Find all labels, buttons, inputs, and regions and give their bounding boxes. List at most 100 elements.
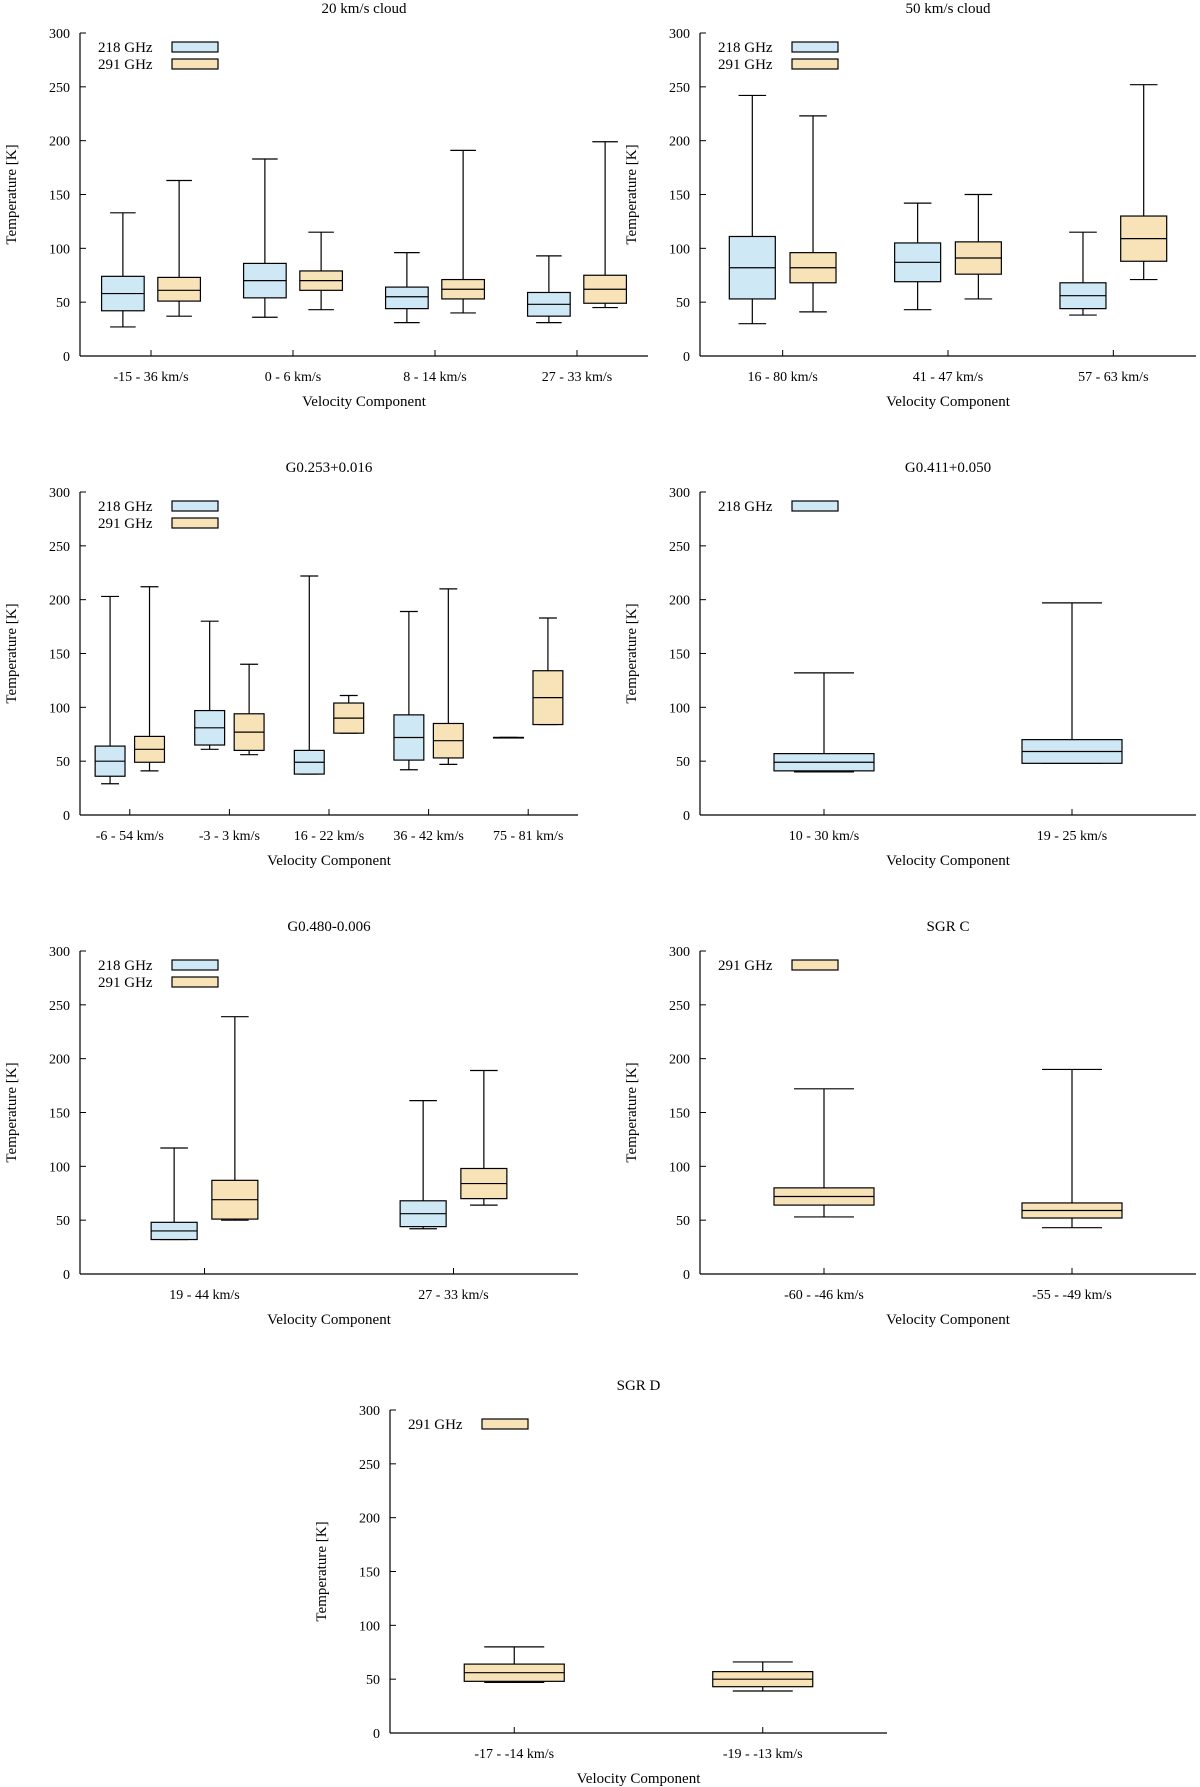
category-label: -6 - 54 km/s (96, 829, 164, 844)
box-218ghz (94, 595, 126, 785)
legend-label: 291 GHz (718, 57, 773, 73)
box-218ghz (194, 620, 226, 750)
y-tick-label: 0 (63, 1268, 70, 1283)
chart-title: G0.480-0.006 (287, 919, 371, 935)
y-tick-label: 300 (669, 945, 690, 960)
y-tick-label: 0 (63, 809, 70, 824)
y-tick-label: 150 (669, 1107, 690, 1122)
legend-label: 291 GHz (98, 975, 153, 991)
chart-title: G0.253+0.016 (286, 460, 373, 476)
category-label: 19 - 44 km/s (169, 1288, 239, 1303)
y-axis-label: Temperature [K] (4, 603, 20, 703)
y-tick-label: 0 (63, 350, 70, 365)
box-291ghz (441, 149, 486, 314)
category-label: -17 - -14 km/s (474, 1747, 554, 1762)
y-tick-label: 50 (56, 1214, 70, 1229)
chart-title: 20 km/s cloud (322, 1, 407, 17)
box-218ghz (242, 158, 287, 318)
y-tick-label: 250 (669, 999, 690, 1014)
legend-swatch (791, 500, 839, 512)
legend-label: 218 GHz (98, 499, 153, 515)
legend-swatch (171, 517, 219, 529)
iqr-box (157, 276, 202, 302)
legend-label: 218 GHz (98, 40, 153, 56)
category-label: -55 - -49 km/s (1032, 1288, 1112, 1303)
legend-label: 218 GHz (718, 499, 773, 515)
box-291ghz (789, 115, 837, 313)
box-291ghz (463, 1646, 565, 1683)
y-tick-label: 200 (49, 1053, 70, 1068)
legend-label: 291 GHz (718, 958, 773, 974)
y-tick-label: 250 (359, 1458, 380, 1473)
y-tick-label: 200 (49, 594, 70, 609)
y-tick-label: 200 (669, 594, 690, 609)
box-291ghz (299, 231, 344, 311)
category-label: 0 - 6 km/s (265, 370, 321, 385)
y-axis-label: Temperature [K] (4, 1062, 20, 1162)
y-tick-label: 100 (669, 701, 690, 716)
legend-swatch (791, 959, 839, 971)
box-291ghz (233, 663, 265, 756)
x-axis-label: Velocity Component (267, 1312, 392, 1328)
y-tick-label: 250 (49, 540, 70, 555)
y-tick-label: 100 (669, 242, 690, 257)
y-tick-label: 50 (676, 755, 690, 770)
y-tick-label: 250 (49, 999, 70, 1014)
chart-title: SGR D (617, 1378, 661, 1394)
chart-title: SGR C (927, 919, 970, 935)
y-tick-label: 300 (359, 1404, 380, 1419)
y-tick-label: 100 (49, 701, 70, 716)
category-label: 75 - 81 km/s (493, 829, 563, 844)
legend-swatch (171, 976, 219, 988)
box-218ghz (1059, 231, 1107, 316)
legend-swatch (171, 500, 219, 512)
box-218ghz (492, 736, 525, 739)
chart-panel: G0.253+0.016 0 50 100 150 200 250 300 Velocity C… (4, 460, 578, 869)
legend-swatch (171, 58, 219, 70)
category-label: 27 - 33 km/s (542, 370, 612, 385)
box-218ghz (1021, 602, 1123, 764)
box-291ghz (583, 141, 628, 309)
y-axis-label: Temperature [K] (4, 144, 20, 244)
y-tick-label: 150 (669, 189, 690, 204)
y-tick-label: 50 (676, 296, 690, 311)
y-tick-label: 0 (683, 809, 690, 824)
y-tick-label: 50 (676, 1214, 690, 1229)
y-tick-label: 150 (49, 648, 70, 663)
x-axis-label: Velocity Component (886, 1312, 1011, 1328)
y-tick-label: 150 (669, 648, 690, 663)
y-tick-label: 250 (669, 540, 690, 555)
chart-panel: SGR D 0 50 100 150 200 250 300 Velocity Componen… (314, 1378, 887, 1787)
iqr-box (384, 286, 429, 310)
category-label: 16 - 22 km/s (294, 829, 364, 844)
y-tick-label: 100 (669, 1160, 690, 1175)
y-axis-label: Temperature [K] (624, 1062, 640, 1162)
chart-panel: 20 km/s cloud 0 50 100 150 200 250 300 Velocity … (4, 1, 648, 410)
y-tick-label: 50 (56, 755, 70, 770)
category-label: 10 - 30 km/s (789, 829, 859, 844)
y-tick-label: 300 (669, 486, 690, 501)
box-218ghz (100, 212, 145, 328)
category-label: -15 - 36 km/s (113, 370, 188, 385)
chart-panel: G0.480-0.006 0 50 100 150 200 250 300 Velocity C… (4, 919, 578, 1328)
category-label: -19 - -13 km/s (723, 1747, 803, 1762)
legend-swatch (791, 58, 839, 70)
box-291ghz (211, 1016, 259, 1221)
box-218ghz (728, 94, 776, 325)
box-291ghz (460, 1069, 508, 1206)
box-218ghz (293, 575, 325, 775)
legend-swatch (791, 41, 839, 53)
y-tick-label: 50 (56, 296, 70, 311)
y-axis-label: Temperature [K] (314, 1521, 330, 1621)
legend-label: 291 GHz (98, 57, 153, 73)
box-218ghz (399, 1100, 447, 1230)
box-218ghz (773, 672, 875, 773)
y-tick-label: 50 (366, 1673, 380, 1688)
y-tick-label: 200 (669, 135, 690, 150)
legend-swatch (481, 1418, 529, 1430)
chart-panel: 50 km/s cloud 0 50 100 150 200 250 300 Velocity … (624, 1, 1196, 410)
category-label: 16 - 80 km/s (747, 370, 817, 385)
y-tick-label: 100 (49, 1160, 70, 1175)
category-label: 8 - 14 km/s (403, 370, 466, 385)
category-label: 36 - 42 km/s (393, 829, 463, 844)
